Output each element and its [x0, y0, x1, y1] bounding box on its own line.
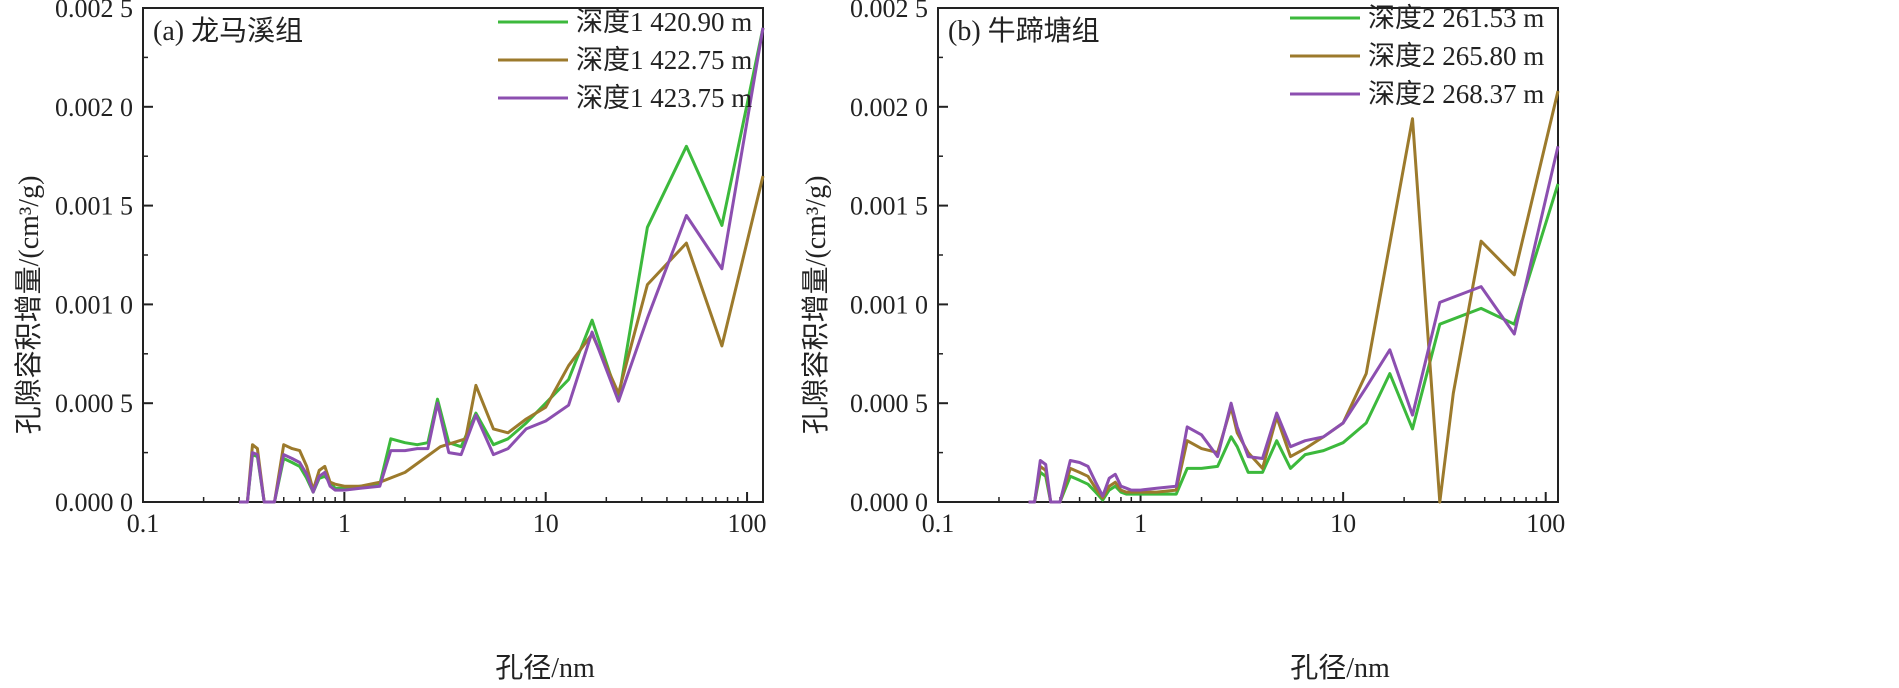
- series-line-3: [1028, 145, 1560, 504]
- tick-group: 0.1 1 10 100 0.000 0 0.000 5 0.001 0 0.001 5 0.0…: [850, 0, 1565, 538]
- y-tick-label: 0.000 5: [850, 389, 928, 418]
- chart-panel-b: 孔隙容积增量/(cm³/g) 孔径/nm 0.1 1 10 100 0.000 0 0.0…: [800, 0, 1565, 684]
- legend: 深度2 261.53 m 深度2 265.80 m 深度2 268.37 m: [1290, 3, 1544, 109]
- series-group: [239, 27, 765, 504]
- x-tick-label: 0.1: [922, 509, 955, 538]
- x-axis-title: 孔径/nm: [1290, 652, 1390, 684]
- y-tick-label: 0.001 5: [850, 192, 928, 221]
- tick-group: 0.1 1 10 100 0.000 0 0.000 5 0.001 0 0.001 5 0.0…: [55, 0, 767, 538]
- legend-label: 深度1 423.75 m: [576, 83, 752, 113]
- x-tick-label: 100: [728, 509, 767, 538]
- x-tick-label: 10: [533, 509, 559, 538]
- x-tick-label: 1: [1134, 509, 1147, 538]
- y-tick-label: 0.002 0: [55, 93, 133, 122]
- y-tick-label: 0.000 0: [55, 488, 133, 517]
- y-axis-title: 孔隙容积增量/(cm³/g): [800, 176, 832, 435]
- y-tick-label: 0.001 0: [55, 290, 133, 319]
- legend-label: 深度2 268.37 m: [1368, 79, 1544, 109]
- y-tick-label: 0.001 5: [55, 192, 133, 221]
- legend-label: 深度1 420.90 m: [576, 7, 752, 37]
- chart-title: (a) 龙马溪组: [153, 15, 303, 47]
- x-tick-label: 100: [1526, 509, 1565, 538]
- x-axis-title: 孔径/nm: [495, 652, 595, 684]
- series-line-3: [239, 27, 765, 504]
- legend-label: 深度2 261.53 m: [1368, 3, 1544, 33]
- y-axis-title: 孔隙容积增量/(cm³/g): [13, 176, 45, 435]
- series-line-1: [1028, 183, 1560, 504]
- legend-label: 深度1 422.75 m: [576, 45, 752, 75]
- x-tick-label: 10: [1330, 509, 1356, 538]
- y-tick-label: 0.001 0: [850, 290, 928, 319]
- series-line-2: [1028, 90, 1560, 504]
- legend-label: 深度2 265.80 m: [1368, 41, 1544, 71]
- y-tick-label: 0.000 5: [55, 389, 133, 418]
- y-tick-label: 0.000 0: [850, 488, 928, 517]
- y-tick-label: 0.002 5: [55, 0, 133, 23]
- x-tick-label: 0.1: [127, 509, 160, 538]
- legend: 深度1 420.90 m 深度1 422.75 m 深度1 423.75 m: [498, 7, 752, 113]
- y-tick-label: 0.002 0: [850, 93, 928, 122]
- series-group: [1028, 90, 1560, 504]
- y-tick-label: 0.002 5: [850, 0, 928, 23]
- chart-title: (b) 牛蹄塘组: [948, 15, 1100, 47]
- chart-panel-a: 孔隙容积增量/(cm³/g) 孔径/nm 0.1 1 10 100 0.000 0 0.0…: [13, 0, 767, 684]
- x-tick-label: 1: [338, 509, 351, 538]
